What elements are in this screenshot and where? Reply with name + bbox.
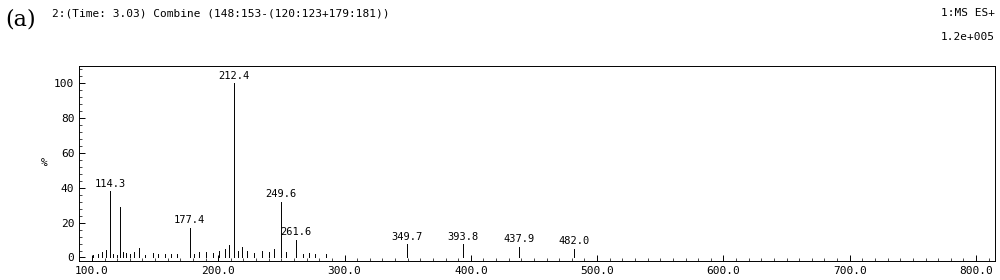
Text: 2:(Time: 3.03) Combine (148:153-(120:123+179:181)): 2:(Time: 3.03) Combine (148:153-(120:123…: [52, 8, 390, 18]
Text: 177.4: 177.4: [174, 215, 205, 225]
Text: 393.8: 393.8: [447, 232, 479, 242]
Text: 349.7: 349.7: [392, 232, 423, 242]
Text: 212.4: 212.4: [218, 71, 250, 81]
Text: 249.6: 249.6: [265, 189, 296, 199]
Text: 437.9: 437.9: [503, 234, 534, 244]
Text: 1.2e+005: 1.2e+005: [941, 32, 995, 42]
Text: 482.0: 482.0: [559, 236, 590, 246]
Text: 114.3: 114.3: [94, 179, 126, 189]
Text: (a): (a): [5, 8, 36, 31]
Text: 1:MS ES+: 1:MS ES+: [941, 8, 995, 18]
Text: %: %: [41, 158, 48, 168]
Text: 261.6: 261.6: [280, 227, 312, 237]
